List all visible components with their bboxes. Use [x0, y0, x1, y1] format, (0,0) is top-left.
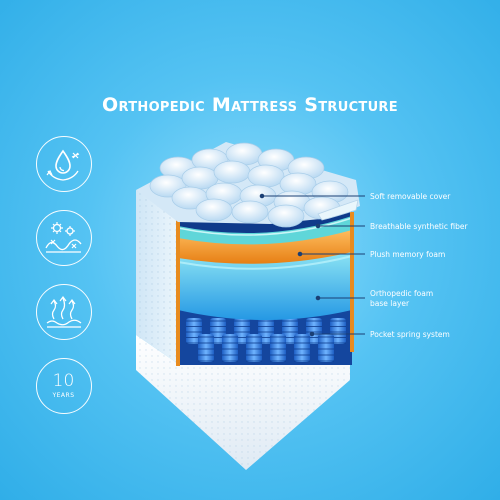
fiber-layer — [178, 216, 352, 245]
layer-label-springs: Pocket spring system — [370, 330, 450, 339]
layer-label-orthopedic-foam: Orthopedic foam base layer — [370, 289, 434, 308]
memory-foam-layer — [178, 228, 352, 264]
quilted-cover — [149, 142, 349, 228]
layer-label-cover: Soft removable cover — [370, 192, 451, 201]
edge-strip-left — [176, 220, 180, 366]
breathable-airflow-icon — [36, 284, 92, 340]
spring-coil — [294, 334, 310, 362]
page-title: Orthopedic Mattress Structure — [102, 94, 398, 116]
ten-years-icon: 10 YEARS — [36, 358, 92, 414]
quilt-puff — [213, 160, 251, 184]
years-text: YEARS — [52, 392, 75, 399]
spring-coil — [246, 334, 262, 362]
years-number: 10 — [52, 371, 75, 391]
spring-coil — [270, 334, 286, 362]
water-drop-icon — [36, 136, 92, 192]
pocket-springs — [186, 318, 346, 362]
callout-lines — [259, 193, 365, 337]
edge-strip-right — [350, 212, 354, 352]
spring-coil — [198, 334, 214, 362]
spring-coil — [222, 334, 238, 362]
antibacterial-fiber-icon — [36, 210, 92, 266]
quilt-puff — [267, 204, 305, 228]
spring-coil — [318, 334, 334, 362]
quilt-puff — [195, 198, 233, 222]
layer-label-memory-foam: Plush memory foam — [370, 250, 446, 259]
quilt-puff — [247, 164, 285, 188]
quilt-puff — [231, 200, 269, 224]
layer-label-fiber: Breathable synthetic fiber — [370, 222, 468, 231]
